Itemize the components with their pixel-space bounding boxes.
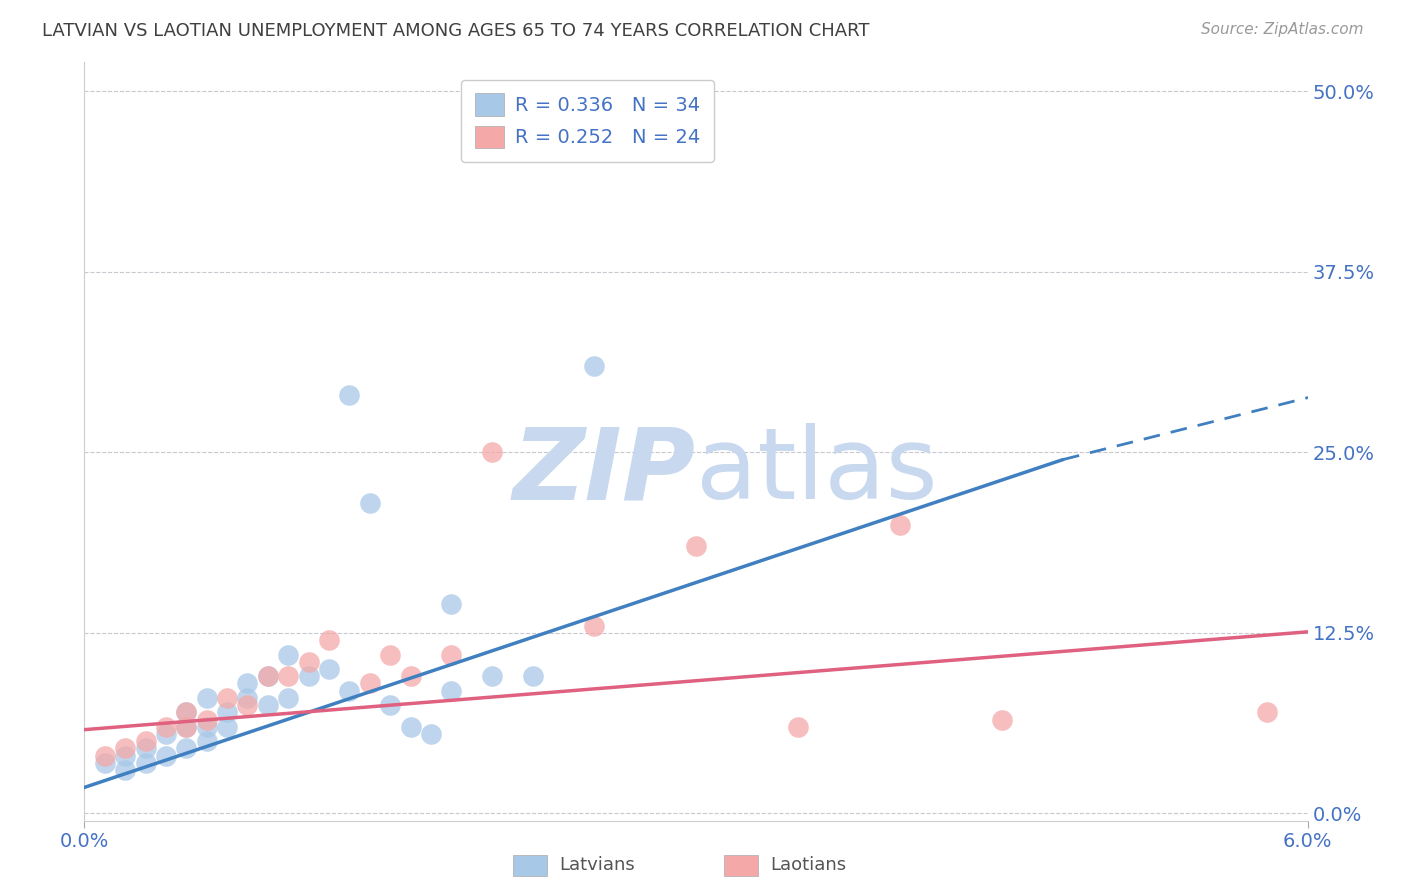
- Point: [217, 690, 239, 705]
- Point: [236, 698, 259, 712]
- Point: [114, 741, 136, 756]
- Point: [277, 690, 299, 705]
- Point: [277, 669, 299, 683]
- Point: [257, 669, 280, 683]
- Point: [195, 690, 218, 705]
- Point: [318, 633, 340, 648]
- Point: [195, 720, 218, 734]
- Point: [114, 763, 136, 777]
- Point: [155, 748, 177, 763]
- Point: [176, 720, 198, 734]
- Point: [217, 720, 239, 734]
- Point: [583, 618, 606, 632]
- Point: [339, 683, 361, 698]
- Text: Latvians: Latvians: [560, 856, 636, 874]
- Point: [991, 713, 1014, 727]
- Point: [440, 597, 463, 611]
- Point: [787, 720, 810, 734]
- Point: [380, 648, 402, 662]
- Point: [277, 648, 299, 662]
- Point: [155, 720, 177, 734]
- Point: [481, 445, 503, 459]
- Text: Source: ZipAtlas.com: Source: ZipAtlas.com: [1201, 22, 1364, 37]
- Point: [195, 713, 218, 727]
- Point: [93, 756, 117, 770]
- Text: atlas: atlas: [696, 424, 938, 520]
- Point: [889, 517, 911, 532]
- Point: [380, 698, 402, 712]
- Point: [257, 698, 280, 712]
- Text: LATVIAN VS LAOTIAN UNEMPLOYMENT AMONG AGES 65 TO 74 YEARS CORRELATION CHART: LATVIAN VS LAOTIAN UNEMPLOYMENT AMONG AG…: [42, 22, 870, 40]
- Point: [217, 706, 239, 720]
- Point: [195, 734, 218, 748]
- Point: [298, 655, 321, 669]
- Point: [135, 756, 157, 770]
- Point: [1256, 706, 1278, 720]
- Point: [339, 387, 361, 401]
- Point: [236, 676, 259, 690]
- Point: [359, 496, 381, 510]
- Bar: [724, 855, 758, 876]
- Point: [399, 669, 422, 683]
- Point: [135, 734, 157, 748]
- Text: Laotians: Laotians: [770, 856, 846, 874]
- Point: [583, 359, 606, 373]
- Point: [93, 748, 117, 763]
- Point: [399, 720, 422, 734]
- Point: [440, 683, 463, 698]
- Point: [359, 676, 381, 690]
- Point: [298, 669, 321, 683]
- Point: [685, 539, 707, 553]
- Point: [420, 727, 443, 741]
- Point: [176, 720, 198, 734]
- Point: [236, 690, 259, 705]
- Point: [481, 669, 503, 683]
- Point: [155, 727, 177, 741]
- Point: [176, 706, 198, 720]
- Point: [135, 741, 157, 756]
- Bar: [513, 855, 547, 876]
- Point: [257, 669, 280, 683]
- Legend: R = 0.336   N = 34, R = 0.252   N = 24: R = 0.336 N = 34, R = 0.252 N = 24: [461, 79, 714, 161]
- Point: [176, 741, 198, 756]
- Point: [440, 648, 463, 662]
- Point: [114, 748, 136, 763]
- Point: [522, 669, 544, 683]
- Point: [176, 706, 198, 720]
- Text: ZIP: ZIP: [513, 424, 696, 520]
- Point: [318, 662, 340, 676]
